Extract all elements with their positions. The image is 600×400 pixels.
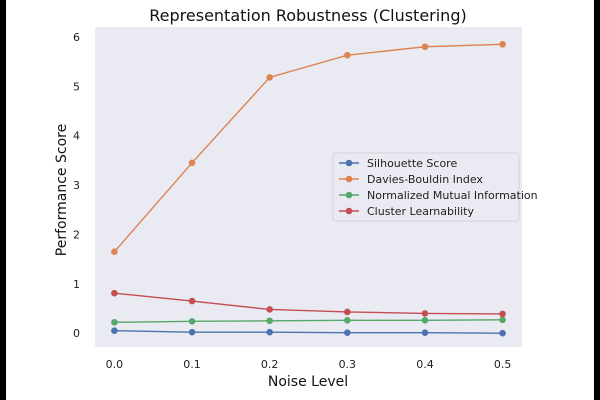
series-layer [111,40,506,337]
data-point [111,319,118,326]
legend-marker [345,175,353,183]
data-point [188,328,196,336]
legend-label: Cluster Learnability [367,205,474,218]
data-point [188,297,196,305]
y-tick-label: 0 [73,327,80,340]
y-tick-label: 4 [73,130,80,143]
legend-marker [345,159,353,167]
y-tick-label: 3 [73,179,80,192]
data-point [421,329,429,336]
series-line [114,319,503,324]
chart-title: Representation Robustness (Clustering) [149,6,466,25]
data-point [499,316,506,324]
data-point [266,328,273,336]
x-axis-ticks: 0.0 0.1 0.2 0.3 0.4 0.5 [106,358,512,371]
y-axis-ticks: 0 1 2 3 4 5 6 [73,31,80,340]
legend-marker [345,191,353,199]
data-point [111,289,118,297]
x-tick-label: 0.1 [183,358,201,371]
legend-label: Davies-Bouldin Index [367,173,483,186]
data-point [421,43,429,51]
legend: Silhouette Score Davies-Bouldin Index Norm… [332,152,538,222]
data-point [344,308,351,316]
legend-marker [345,207,353,215]
x-tick-label: 0.2 [261,358,279,371]
data-point [111,327,118,335]
data-point [421,310,429,317]
legend-label: Normalized Mutual Information [367,189,538,202]
series-line [113,43,503,253]
x-tick-label: 0.5 [494,358,512,371]
data-point [344,51,351,59]
y-axis-label: Performance Score [54,124,70,256]
x-axis-label: Noise Level [268,374,348,390]
y-tick-label: 2 [73,228,80,241]
y-tick-label: 5 [73,80,80,93]
data-point [421,317,429,324]
x-tick-label: 0.3 [339,358,357,371]
x-tick-label: 0.0 [106,358,124,371]
series-line [114,292,503,315]
data-point [111,248,118,255]
data-point [188,159,196,167]
data-point [499,310,506,318]
x-tick-label: 0.4 [416,358,434,371]
data-point [266,306,273,313]
data-point [266,317,273,325]
series-line [114,330,503,334]
data-point [344,317,351,324]
y-tick-label: 6 [73,31,80,44]
legend-box [332,152,520,222]
y-tick-label: 1 [73,278,80,291]
data-point [188,318,196,325]
data-point [499,329,506,337]
data-point [499,40,506,48]
legend-label: Silhouette Score [367,157,457,170]
data-point [344,329,351,336]
data-point [266,74,273,81]
